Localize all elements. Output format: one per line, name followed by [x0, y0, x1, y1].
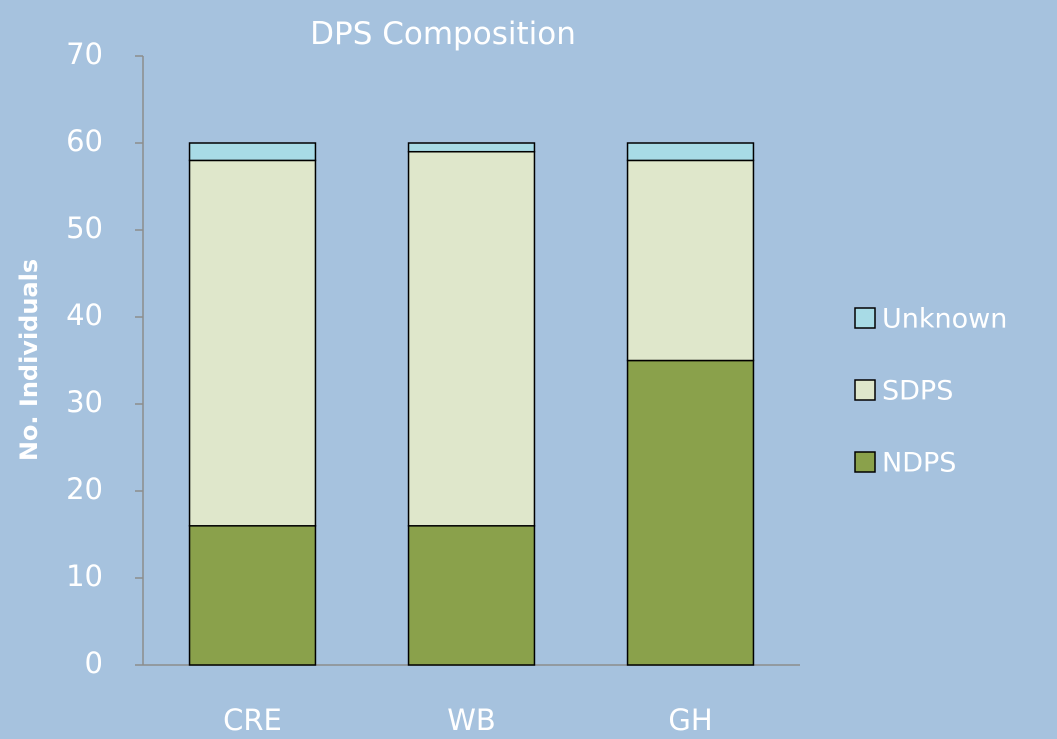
legend-swatch — [854, 379, 876, 401]
y-tick-label: 0 — [85, 646, 103, 680]
y-tick-label: 70 — [66, 37, 103, 71]
legend-swatch — [854, 307, 876, 329]
x-tick-label: WB — [447, 703, 496, 737]
bar-segment — [626, 142, 755, 162]
bar-segment — [407, 150, 536, 527]
y-tick-label: 30 — [66, 385, 103, 419]
y-tick-label: 60 — [66, 124, 103, 158]
legend-label: SDPS — [882, 376, 953, 407]
bar-segment — [188, 142, 317, 162]
y-tick-label: 20 — [66, 472, 103, 506]
y-axis-label: No. Individuals — [15, 259, 43, 461]
legend-swatch — [854, 451, 876, 473]
x-tick-label: CRE — [223, 703, 282, 737]
bar-segment — [188, 159, 317, 527]
y-tick-label: 10 — [66, 559, 103, 593]
bar-segment — [626, 359, 755, 666]
bar-segment — [407, 142, 536, 153]
bar-segment — [407, 525, 536, 666]
bar-segment — [188, 525, 317, 666]
x-tick-label: GH — [668, 703, 712, 737]
legend-label: Unknown — [882, 304, 1007, 335]
bar-segment — [626, 159, 755, 362]
y-tick-label: 50 — [66, 211, 103, 245]
legend-label: NDPS — [882, 448, 956, 479]
y-tick-label: 40 — [66, 298, 103, 332]
chart-title: DPS Composition — [310, 16, 576, 52]
